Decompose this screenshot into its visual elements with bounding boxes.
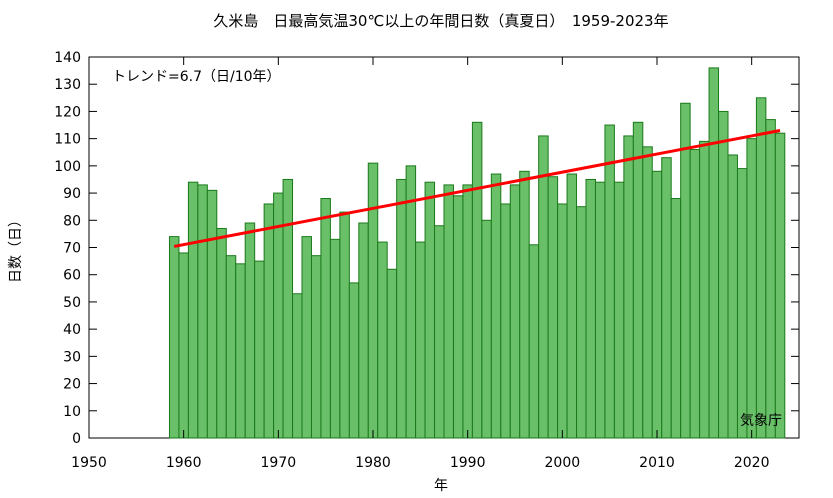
bar-1983 [396, 178, 407, 439]
bar-2002 [576, 206, 587, 439]
y-tick-label: 50 [63, 295, 81, 311]
bar-1994 [500, 203, 511, 439]
bar-2020 [746, 138, 757, 439]
y-tick-label: 120 [54, 104, 81, 120]
bar-1978 [348, 282, 360, 439]
bar-1981 [377, 241, 388, 439]
source-label: 気象庁 [740, 413, 782, 429]
bar-1988 [443, 184, 454, 439]
bar-1970 [273, 192, 284, 439]
y-axis-label: 日数（日） [8, 213, 24, 283]
y-tick-label: 70 [63, 241, 81, 257]
chart-title: 久米島 日最高気温30℃以上の年間日数（真夏日） 1959-2023年 [213, 12, 668, 30]
bar-2010 [651, 170, 663, 439]
bar-2008 [632, 121, 644, 439]
bar-2005 [604, 124, 615, 439]
bar-1979 [358, 222, 369, 439]
trend-line [173, 129, 781, 248]
bar-1993 [490, 173, 502, 439]
bar-2012 [670, 198, 682, 439]
x-tick-label: 1960 [166, 455, 202, 471]
y-tick-label: 90 [63, 186, 81, 202]
x-axis-ticks: 1950 1960 1970 1980 1990 2000 2010 2020 [71, 57, 769, 471]
bar-1974 [310, 255, 322, 439]
bar-2017 [718, 110, 729, 439]
x-tick-label: 1990 [450, 455, 486, 471]
bar-1998 [538, 135, 549, 439]
bar-2016 [708, 67, 720, 439]
y-tick-label: 30 [63, 349, 81, 365]
bar-1964 [216, 227, 227, 439]
bar-2007 [623, 135, 634, 439]
bar-1968 [254, 260, 265, 439]
y-axis-ticks: 0 10 20 30 40 50 60 70 80 90 100 110 120 130 140 [54, 50, 799, 447]
bar-1969 [263, 203, 275, 439]
bar-1986 [424, 181, 436, 439]
x-axis-label: 年 [434, 478, 448, 494]
bars [168, 67, 786, 439]
bar-2019 [736, 168, 748, 439]
bar-2014 [689, 149, 701, 439]
y-tick-label: 0 [72, 431, 81, 447]
bar-2004 [594, 181, 606, 439]
bar-1980 [367, 162, 379, 439]
bar-2021 [755, 97, 767, 439]
bar-1961 [187, 181, 199, 439]
y-tick-label: 40 [63, 322, 81, 338]
bar-2001 [566, 173, 578, 439]
bar-2000 [557, 203, 568, 439]
bar-2015 [699, 140, 710, 439]
bar-1997 [528, 244, 540, 439]
bar-1977 [339, 211, 350, 439]
bar-1982 [386, 268, 398, 439]
y-tick-label: 130 [54, 77, 81, 93]
bar-1972 [292, 293, 303, 439]
y-tick-label: 80 [63, 213, 81, 229]
bar-1987 [434, 225, 445, 439]
y-tick-label: 140 [54, 50, 81, 66]
y-tick-label: 10 [63, 404, 81, 420]
x-tick-label: 2020 [734, 455, 770, 471]
bar-1965 [225, 255, 237, 439]
y-tick-label: 100 [54, 159, 81, 175]
bar-1999 [547, 176, 559, 439]
y-tick-label: 20 [63, 377, 81, 393]
bar-1991 [471, 121, 483, 439]
bar-1960 [178, 252, 189, 439]
bar-1975 [320, 198, 331, 439]
bar-2013 [680, 102, 691, 439]
x-tick-label: 1980 [355, 455, 391, 471]
bar-1996 [519, 170, 530, 439]
bar-1973 [301, 236, 312, 439]
bar-2011 [661, 157, 672, 439]
bar-1989 [452, 195, 464, 439]
bar-1995 [509, 184, 521, 439]
bar-1959 [168, 236, 180, 439]
bar-1992 [481, 219, 492, 439]
bar-1976 [329, 238, 341, 439]
bar-1966 [235, 263, 246, 439]
bar-2009 [642, 146, 653, 439]
bar-1990 [462, 184, 473, 439]
bar-2006 [613, 181, 625, 439]
bar-1962 [197, 184, 208, 439]
y-tick-label: 110 [54, 132, 81, 148]
bar-1985 [415, 241, 426, 439]
bar-2023 [774, 132, 786, 439]
bar-1984 [405, 165, 417, 439]
x-tick-label: 1950 [71, 455, 107, 471]
bar-2003 [585, 178, 596, 439]
bar-1967 [244, 222, 256, 439]
trend-label: トレンド=6.7（日/10年） [112, 69, 281, 85]
x-tick-label: 1970 [261, 455, 297, 471]
bar-2022 [765, 119, 776, 439]
x-tick-label: 2010 [639, 455, 675, 471]
bar-1971 [282, 178, 294, 439]
y-tick-label: 60 [63, 268, 81, 284]
bar-1963 [206, 189, 218, 439]
bar-2018 [727, 154, 738, 439]
x-tick-label: 2000 [545, 455, 581, 471]
